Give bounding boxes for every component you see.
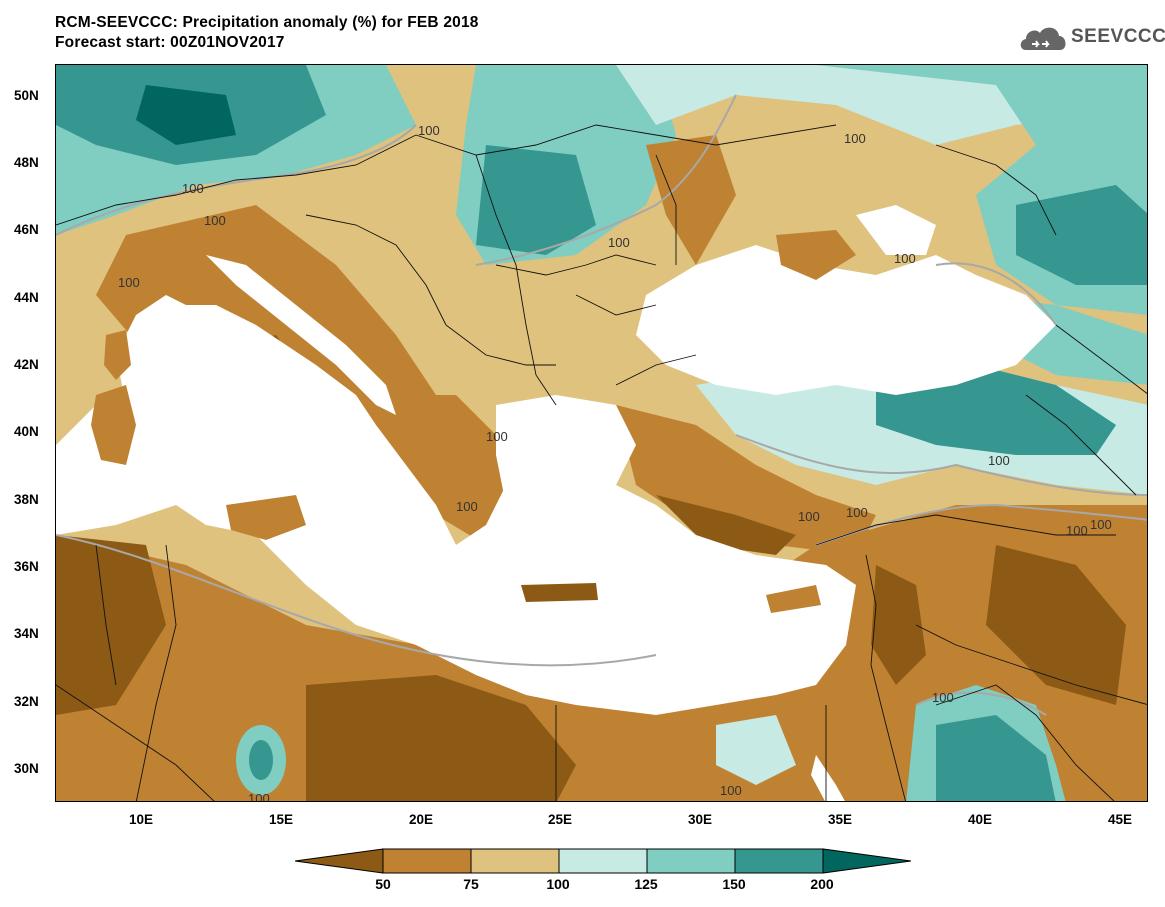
contour-label: 100 (798, 509, 820, 524)
lat-label: 50N (14, 88, 39, 103)
contour-label: 100 (1090, 517, 1112, 532)
black-sea (636, 245, 1056, 395)
very-wet-spot-libya (249, 740, 273, 780)
contour-label: 100 (846, 505, 868, 520)
lon-label: 45E (1107, 812, 1133, 827)
colorbar-segment (382, 848, 472, 874)
contour-label: 100 (118, 275, 140, 290)
contour-label: 100 (182, 181, 204, 196)
very-wet-region-arabia (936, 715, 1056, 801)
corsica (104, 330, 131, 380)
very-dry-libya (306, 675, 576, 801)
legend-label: 50 (375, 876, 391, 892)
lat-label: 34N (14, 626, 39, 641)
contour-label: 100 (1066, 523, 1088, 538)
lat-label: 38N (14, 492, 39, 507)
colorbar-segment (646, 848, 736, 874)
logo-text: SEEVCCC (1071, 26, 1165, 47)
very-wet-russia (1016, 185, 1147, 285)
cloud-icon (1020, 27, 1066, 50)
seevccc-logo: SEEVCCC (1018, 22, 1165, 56)
legend-label: 125 (634, 876, 658, 892)
colorbar-segment (734, 848, 824, 874)
contour-label: 100 (486, 429, 508, 444)
contour-label: 100 (720, 783, 742, 798)
lon-label: 35E (827, 812, 853, 827)
lon-label: 20E (408, 812, 434, 827)
country-borders (56, 124, 1147, 801)
contour-label: 100 (456, 499, 478, 514)
map-canvas: 100 100 100 100 100 100 100 100 100 100 … (56, 65, 1147, 802)
legend-label: 150 (722, 876, 746, 892)
red-sea (811, 755, 845, 801)
lat-label: 44N (14, 290, 39, 305)
contour-label: 100 (894, 251, 916, 266)
very-dry-anatolia (656, 495, 796, 555)
crimea (776, 230, 856, 280)
colorbar-segment (295, 848, 384, 874)
sardinia (91, 385, 136, 465)
wet-region-egypt (716, 715, 796, 785)
contour-label: 100 (844, 131, 866, 146)
lon-label: 30E (687, 812, 713, 827)
lat-label: 46N (14, 222, 39, 237)
lat-label: 30N (14, 761, 39, 776)
contour-label: 100 (608, 235, 630, 250)
precipitation-anomaly-map: 100 100 100 100 100 100 100 100 100 100 … (55, 64, 1148, 802)
colorbar-legend (295, 848, 911, 874)
dry-region-anatolia (616, 405, 876, 555)
contour-lines (56, 94, 1147, 716)
lat-label: 42N (14, 357, 39, 372)
lat-label: 40N (14, 424, 39, 439)
dry-region-greece (396, 395, 526, 545)
very-dry-levant (871, 565, 926, 685)
colorbar-segment (558, 848, 648, 874)
legend-label: 100 (546, 876, 570, 892)
lat-label: 48N (14, 155, 39, 170)
legend-label: 200 (810, 876, 834, 892)
lon-label: 10E (128, 812, 154, 827)
tyrrhenian-sea (116, 295, 306, 505)
very-dry-arabia (986, 545, 1126, 705)
dry-region-romania (646, 135, 736, 265)
very-dry-tunisia (56, 535, 166, 715)
azov-sea (856, 205, 936, 255)
map-title: RCM-SEEVCCC: Precipitation anomaly (%) f… (55, 14, 479, 31)
extreme-wet-austria (136, 85, 236, 145)
adriatic-sea (206, 255, 396, 415)
contour-label: 100 (248, 791, 270, 802)
lat-label: 32N (14, 694, 39, 709)
contour-label: 100 (932, 690, 954, 705)
lat-label: 36N (14, 559, 39, 574)
contour-label-group: 100 100 100 100 100 100 100 100 100 100 … (118, 123, 1112, 802)
crete (521, 583, 598, 602)
cyprus (766, 585, 821, 613)
contour-label: 100 (204, 213, 226, 228)
lon-label: 40E (967, 812, 993, 827)
forecast-start-label: Forecast start: 00Z01NOV2017 (55, 34, 285, 51)
colorbar-segment (470, 848, 560, 874)
very-wet-carpathians (476, 145, 596, 255)
contour-label: 100 (418, 123, 440, 138)
contour-label: 100 (988, 453, 1010, 468)
sicily (226, 495, 306, 540)
lon-label: 15E (268, 812, 294, 827)
colorbar-segment (822, 848, 911, 874)
lon-label: 25E (547, 812, 573, 827)
legend-label: 75 (463, 876, 479, 892)
aegean-sea (496, 395, 636, 535)
